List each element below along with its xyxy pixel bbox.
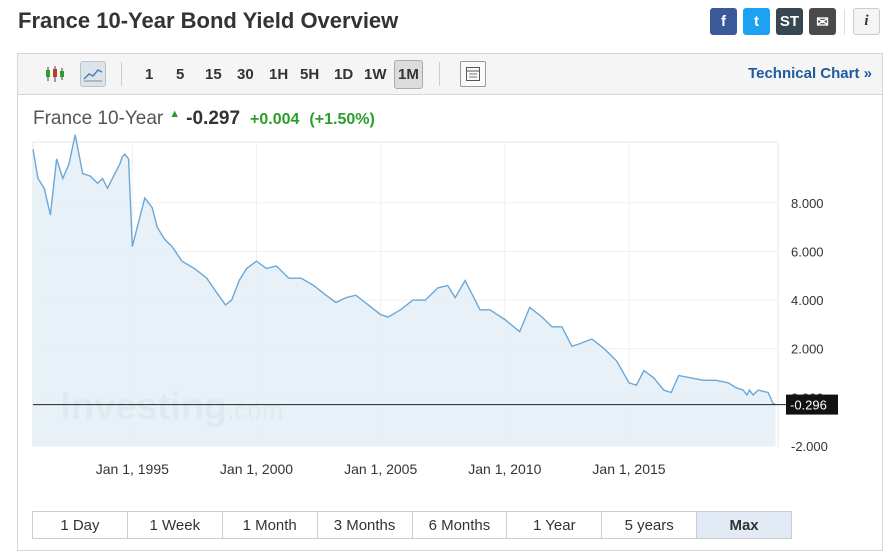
current-value-label: -0.296 <box>790 398 827 413</box>
y-axis-tick-label: 2.000 <box>791 342 824 357</box>
x-axis-tick-label: Jan 1, 1995 <box>96 461 169 477</box>
range-5-years[interactable]: 5 years <box>602 512 698 538</box>
range-6-months[interactable]: 6 Months <box>412 512 508 538</box>
toolbar-divider <box>121 62 122 86</box>
current-value-badge <box>786 394 838 415</box>
indicator-panel-icon[interactable] <box>460 61 486 87</box>
x-axis-tick-label: Jan 1, 2000 <box>220 461 293 477</box>
y-axis-tick-label: -2.000 <box>791 439 828 454</box>
range-max[interactable]: Max <box>697 512 791 538</box>
price-change-percent: (+1.50%) <box>309 111 375 128</box>
candlestick-chart-icon[interactable] <box>42 61 68 87</box>
range-1-day[interactable]: 1 Day <box>33 512 128 538</box>
page-title: France 10-Year Bond Yield Overview <box>18 8 399 33</box>
quote-header: France 10-Year ▲ -0.297 +0.004 (+1.50%) <box>33 108 375 130</box>
twitter-icon[interactable]: t <box>743 8 770 35</box>
interval-5[interactable]: 5 <box>176 66 185 83</box>
chart-toolbar: 1 5 15 30 1H 5H 1D 1W 1M Technical Chart… <box>18 54 882 95</box>
facebook-icon[interactable]: f <box>710 8 737 35</box>
interval-1[interactable]: 1 <box>145 66 154 83</box>
interval-15[interactable]: 15 <box>205 66 222 83</box>
technical-chart-link[interactable]: Technical Chart » <box>748 65 872 82</box>
x-axis-tick-label: Jan 1, 2005 <box>344 461 417 477</box>
instrument-name: France 10-Year <box>33 108 164 129</box>
email-icon[interactable]: ✉ <box>809 8 836 35</box>
interval-30[interactable]: 30 <box>237 66 254 83</box>
y-axis-tick-label: 6.000 <box>791 244 824 259</box>
last-price: -0.297 <box>186 108 241 129</box>
interval-1d[interactable]: 1D <box>334 66 354 83</box>
range-1-year[interactable]: 1 Year <box>507 512 603 538</box>
interval-1h[interactable]: 1H <box>269 66 289 83</box>
share-bar: f t ST ✉ i <box>710 8 880 35</box>
y-axis-tick-label: 8.000 <box>791 196 824 211</box>
x-axis-tick-label: Jan 1, 2015 <box>592 461 665 477</box>
toolbar-divider <box>439 62 440 86</box>
y-axis-tick-label: 4.000 <box>791 293 824 308</box>
range-1-month[interactable]: 1 Month <box>222 512 318 538</box>
series-area <box>33 134 776 446</box>
series-line[interactable] <box>32 134 776 406</box>
stocktwits-icon[interactable]: ST <box>776 8 803 35</box>
x-axis-tick-label: Jan 1, 2010 <box>468 461 541 477</box>
interval-1m[interactable]: 1M <box>394 60 423 89</box>
info-icon[interactable]: i <box>853 8 880 35</box>
range-3-months[interactable]: 3 Months <box>317 512 413 538</box>
interval-1w[interactable]: 1W <box>364 66 387 83</box>
share-divider <box>844 8 845 35</box>
range-1-week[interactable]: 1 Week <box>127 512 223 538</box>
range-selector: 1 Day 1 Week 1 Month 3 Months 6 Months 1… <box>32 511 792 539</box>
up-arrow-icon: ▲ <box>169 108 181 120</box>
chart-panel: 1 5 15 30 1H 5H 1D 1W 1M Technical Chart… <box>17 53 883 551</box>
price-change: +0.004 <box>250 111 300 128</box>
area-chart-icon[interactable] <box>80 61 106 87</box>
interval-5h[interactable]: 5H <box>300 66 320 83</box>
yield-chart[interactable]: Investing.com-2.0000.0002.0004.0006.0008… <box>18 54 882 510</box>
